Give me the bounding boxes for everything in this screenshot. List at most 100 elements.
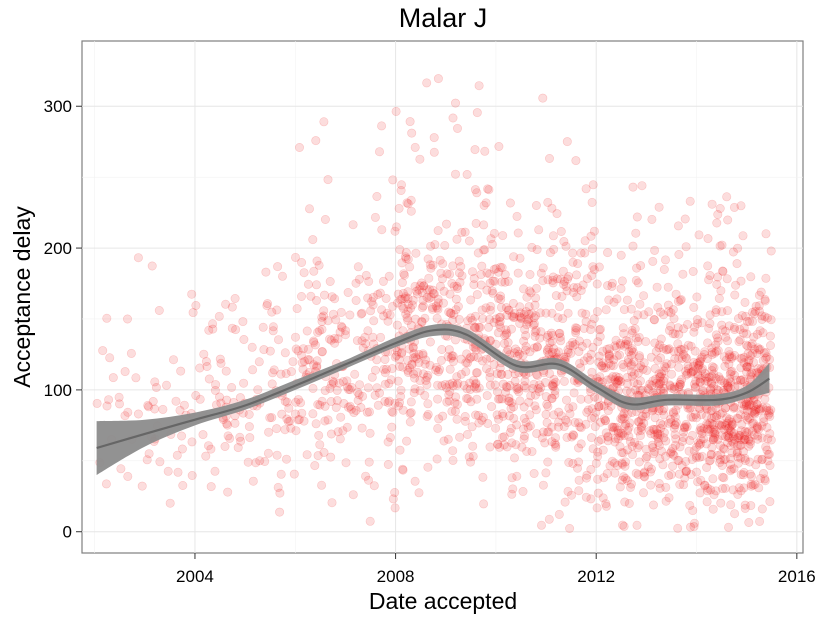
data-point: [671, 434, 681, 444]
data-point: [661, 482, 671, 492]
data-point: [729, 403, 739, 413]
data-point: [547, 347, 557, 357]
data-point: [498, 231, 508, 241]
data-point: [674, 455, 684, 465]
data-point: [227, 382, 237, 392]
data-point: [406, 195, 416, 205]
data-point: [443, 352, 453, 362]
data-point: [599, 363, 609, 373]
data-point: [692, 442, 702, 452]
data-point: [583, 394, 593, 404]
data-point: [620, 421, 630, 431]
data-point: [513, 228, 523, 238]
data-point: [639, 471, 649, 481]
data-point: [544, 514, 554, 524]
data-point: [661, 436, 671, 446]
data-point: [623, 425, 633, 435]
data-point: [535, 308, 545, 318]
data-point: [403, 367, 413, 377]
data-point: [357, 336, 367, 346]
data-point: [451, 392, 461, 402]
data-point: [469, 375, 479, 385]
data-point: [98, 346, 108, 356]
data-point: [314, 430, 324, 440]
data-point: [543, 427, 553, 437]
data-point: [360, 332, 370, 342]
data-point: [674, 469, 684, 479]
data-point: [752, 329, 762, 339]
data-point: [711, 307, 721, 317]
data-point: [380, 354, 390, 364]
data-point: [422, 411, 432, 421]
data-point: [654, 369, 664, 379]
data-point: [481, 303, 491, 313]
data-point: [659, 376, 669, 386]
data-point: [403, 287, 413, 297]
data-point: [760, 474, 770, 484]
data-point: [547, 437, 557, 447]
data-point: [394, 203, 404, 213]
data-point: [603, 406, 613, 416]
data-point: [304, 355, 314, 365]
data-point: [765, 340, 775, 350]
data-point: [313, 451, 323, 461]
data-point: [704, 456, 714, 466]
data-point: [336, 412, 346, 422]
data-point: [607, 278, 617, 288]
data-point: [636, 361, 646, 371]
data-point: [391, 106, 401, 116]
data-point: [612, 379, 622, 389]
data-point: [586, 349, 596, 359]
data-point: [248, 365, 258, 375]
data-point: [739, 483, 749, 493]
data-point: [615, 350, 625, 360]
data-point: [293, 346, 303, 356]
data-point: [392, 298, 402, 308]
data-point: [208, 324, 218, 334]
data-point: [594, 402, 604, 412]
data-point: [652, 432, 662, 442]
data-point: [616, 284, 626, 294]
data-point: [740, 503, 750, 513]
data-point: [741, 311, 751, 321]
data-point: [417, 288, 427, 298]
data-point: [566, 348, 576, 358]
data-point: [605, 461, 615, 471]
data-point: [495, 363, 505, 373]
data-point: [383, 316, 393, 326]
data-point: [757, 504, 767, 514]
data-point: [757, 311, 767, 321]
data-point: [707, 371, 717, 381]
data-point: [317, 312, 327, 322]
data-point: [442, 269, 452, 279]
data-point: [696, 373, 706, 383]
data-point: [753, 431, 763, 441]
data-point: [682, 353, 692, 363]
data-point: [678, 269, 688, 279]
data-point: [603, 281, 613, 291]
data-point: [268, 368, 278, 378]
data-point: [744, 441, 754, 451]
data-point: [509, 252, 519, 262]
data-point: [692, 358, 702, 368]
data-point: [448, 446, 458, 456]
data-point: [747, 407, 757, 417]
data-point: [245, 433, 255, 443]
data-point: [479, 220, 489, 230]
data-point: [719, 444, 729, 454]
data-point: [515, 253, 525, 263]
data-point: [461, 367, 471, 377]
data-point: [673, 455, 683, 465]
data-point: [126, 348, 136, 358]
data-point: [705, 424, 715, 434]
data-point: [684, 446, 694, 456]
data-point: [387, 406, 397, 416]
data-point: [754, 345, 764, 355]
data-point: [390, 226, 400, 236]
data-point: [722, 413, 732, 423]
data-point: [460, 411, 470, 421]
data-point: [748, 316, 758, 326]
data-point: [547, 393, 557, 403]
data-point: [356, 402, 366, 412]
x-tick-label: 2016: [778, 567, 816, 586]
